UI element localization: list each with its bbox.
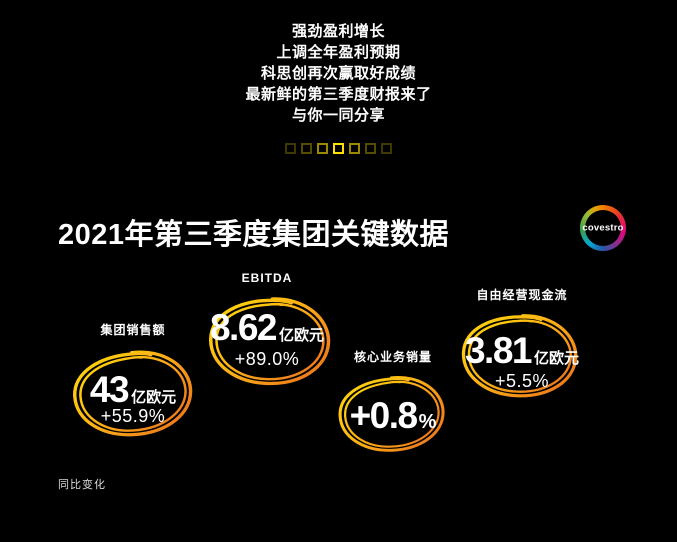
pager-square [381, 143, 392, 154]
metric-number: 43 [89, 369, 130, 410]
intro-line: 科思创再次赢取好成绩 [260, 65, 416, 82]
intro-line: 最新鲜的第三季度财报来了 [245, 86, 432, 103]
metric-delta: +89.0% [234, 349, 300, 369]
metric-unit: % [418, 411, 437, 433]
logo-wordmark: covestro [582, 222, 624, 234]
pager-square [317, 143, 328, 154]
metric-unit: 亿欧元 [131, 389, 177, 406]
metric-label: 集团销售额 [100, 323, 166, 337]
pager-dots [0, 143, 677, 154]
metric-delta: +5.5% [494, 371, 550, 391]
hand-drawn-circle-icon [461, 314, 578, 398]
metric-delta: +55.9% [100, 406, 166, 426]
metric-number: 3.81 [464, 330, 533, 371]
pager-square [301, 143, 312, 154]
metric-label: 自由经营现金流 [476, 288, 568, 302]
metric-label: EBITDA [241, 271, 293, 285]
logo-ring-icon [580, 205, 626, 251]
metric-unit: 亿欧元 [534, 350, 580, 367]
metric-value: +0.8 % [323, 395, 463, 437]
pager-square [365, 143, 376, 154]
pager-square [285, 143, 296, 154]
intro-text-block: 强劲盈利增长 上调全年盈利预期 科思创再次赢取好成绩 最新鲜的第三季度财报来了 … [0, 21, 677, 126]
metric-unit: 亿欧元 [279, 327, 325, 344]
pager-square-active [333, 143, 344, 154]
hand-drawn-circle-icon [209, 297, 331, 386]
intro-line: 强劲盈利增长 [291, 23, 385, 40]
metric-number: 8.62 [209, 307, 278, 348]
covestro-logo: covestro [580, 205, 626, 251]
page-title: 2021年第三季度集团关键数据 [58, 219, 450, 251]
metric-value: 8.62 亿欧元 [197, 307, 337, 349]
intro-line: 上调全年盈利预期 [276, 44, 401, 61]
metric-value: 43 亿欧元 [63, 369, 203, 411]
hand-drawn-circle-icon [73, 350, 193, 437]
hand-drawn-circle-icon [338, 376, 445, 452]
intro-line: 与你一同分享 [291, 107, 385, 124]
footnote-yoy: 同比变化 [58, 479, 106, 491]
metric-label: 核心业务销量 [353, 350, 432, 364]
metric-value: 3.81 亿欧元 [452, 330, 592, 372]
pager-square [349, 143, 360, 154]
metric-number: +0.8 [349, 395, 419, 436]
